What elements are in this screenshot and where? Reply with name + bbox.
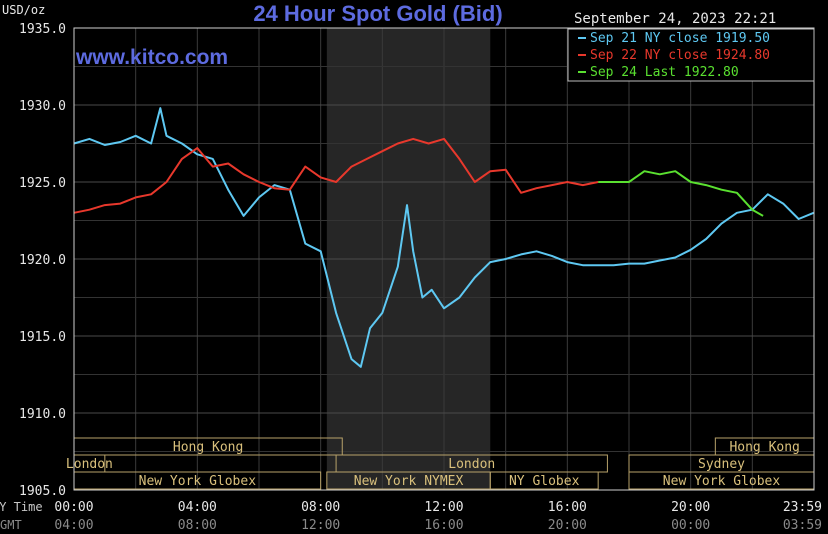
session-label-london: London (448, 457, 495, 472)
series-line-1 (73, 137, 599, 214)
x-row-label-gmt: GMT (0, 518, 22, 532)
legend-item-sep22: Sep 22 NY close 1924.80 (578, 48, 770, 63)
x-tick-label-gmt: 16:00 (424, 518, 463, 533)
x-axis-ticks: 00:00 04:00 08:00 12:00 16:00 20:00 23:59 04:00… (54, 500, 822, 533)
chart-grid (74, 28, 814, 490)
y-tick-label: 1930.0 (19, 99, 66, 114)
session-label-new-york-globex: New York Globex (139, 474, 257, 489)
x-tick-label-gmt: 12:00 (301, 518, 340, 533)
x-tick-label-ny: 12:00 (424, 500, 463, 515)
y-tick-label: 1905.0 (19, 484, 66, 499)
series-line-2 (598, 170, 764, 217)
legend-box (567, 28, 815, 82)
plot-frame (73, 27, 815, 491)
y-tick-label: 1920.0 (19, 253, 66, 268)
x-tick-label-ny: 20:00 (671, 500, 710, 515)
legend-item-sep24: Sep 24 Last 1922.80 (578, 65, 739, 80)
chart-title: 24 Hour Spot Gold (Bid) (253, 1, 502, 26)
legend-label-sep24: Sep 24 Last 1922.80 (590, 65, 739, 80)
x-tick-label-ny: 08:00 (301, 500, 340, 515)
y-tick-label: 1915.0 (19, 330, 66, 345)
session-label-london: London (66, 457, 113, 472)
x-tick-label-gmt: 03:59 (783, 518, 822, 533)
y-axis-ticks: 1935.0 1930.0 1925.0 1920.0 1915.0 1910.0 1905… (19, 22, 66, 499)
x-tick-label-gmt: 04:00 (54, 518, 93, 533)
legend: Sep 21 NY close 1919.50 Sep 22 NY close … (567, 28, 815, 82)
legend-item-sep21: Sep 21 NY close 1919.50 (578, 31, 770, 46)
x-tick-label-gmt: 00:00 (671, 518, 710, 533)
y-unit-label: USD/oz (2, 3, 45, 17)
x-tick-label-ny: 23:59 (783, 500, 822, 515)
session-label-new-york-nymex: New York NYMEX (354, 474, 464, 489)
x-tick-label-ny: 16:00 (548, 500, 587, 515)
y-tick-label: 1935.0 (19, 22, 66, 37)
session-label-new-york-globex: New York Globex (663, 474, 781, 489)
x-tick-label-ny: 04:00 (178, 500, 217, 515)
session-label-sydney: Sydney (698, 457, 745, 472)
legend-label-sep22: Sep 22 NY close 1924.80 (590, 48, 770, 63)
session-bar (489, 471, 599, 490)
session-label-ny-globex: NY Globex (509, 474, 580, 489)
series-lines (73, 107, 815, 368)
session-label-hong-kong: Hong Kong (173, 440, 243, 455)
x-tick-label-gmt: 20:00 (548, 518, 587, 533)
x-tick-label-ny: 00:00 (54, 500, 93, 515)
x-tick-label-gmt: 08:00 (178, 518, 217, 533)
date-label: September 24, 2023 22:21 (574, 11, 776, 27)
legend-label-sep21: Sep 21 NY close 1919.50 (590, 31, 770, 46)
x-row-label-ny: NY Time (0, 500, 43, 514)
y-tick-label: 1925.0 (19, 176, 66, 191)
y-tick-label: 1910.0 (19, 407, 66, 422)
kitco-watermark: www.kitco.com (75, 46, 228, 69)
session-label-hong-kong: Hong Kong (729, 440, 799, 455)
trading-sessions: Hong Kong London London New York Globex New … (66, 437, 815, 490)
